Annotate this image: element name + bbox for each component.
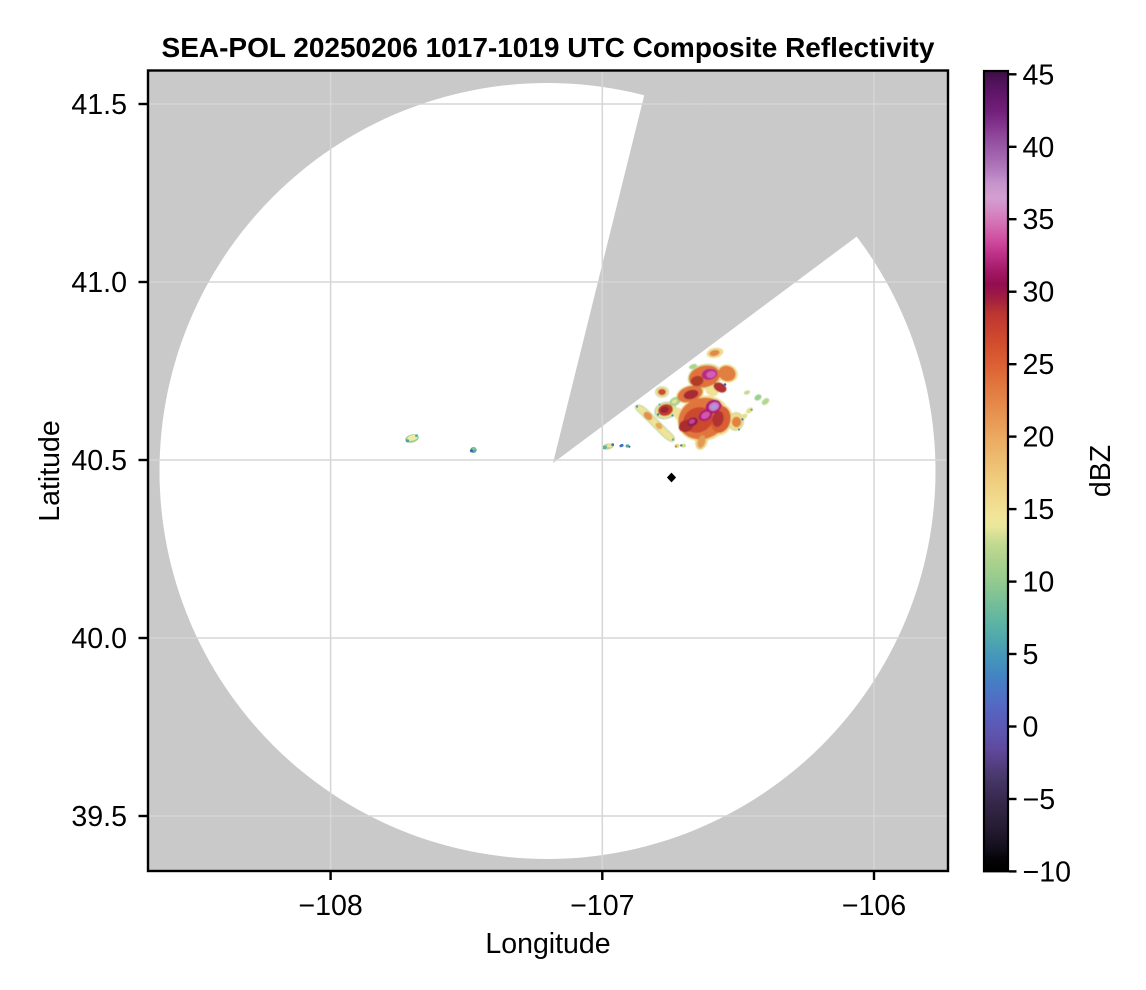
svg-text:45: 45 <box>1023 59 1055 91</box>
svg-text:35: 35 <box>1023 204 1055 236</box>
svg-text:dBZ: dBZ <box>1085 445 1117 497</box>
svg-text:10: 10 <box>1023 567 1055 599</box>
svg-text:−10: −10 <box>1023 856 1072 888</box>
svg-text:25: 25 <box>1023 349 1055 381</box>
svg-text:39.5: 39.5 <box>71 801 127 833</box>
svg-text:41.0: 41.0 <box>71 267 127 299</box>
svg-text:40.0: 40.0 <box>71 623 127 655</box>
svg-text:−108: −108 <box>298 890 362 922</box>
svg-text:20: 20 <box>1023 422 1055 454</box>
svg-text:40: 40 <box>1023 132 1055 164</box>
svg-text:−5: −5 <box>1023 784 1056 816</box>
svg-text:−106: −106 <box>842 890 906 922</box>
svg-text:30: 30 <box>1023 277 1055 309</box>
svg-text:40.5: 40.5 <box>71 445 127 477</box>
svg-text:15: 15 <box>1023 494 1055 526</box>
svg-text:Latitude: Latitude <box>34 420 66 521</box>
svg-text:Longitude: Longitude <box>485 928 610 960</box>
svg-text:0: 0 <box>1023 712 1039 744</box>
svg-text:SEA-POL 20250206 1017-1019 UTC: SEA-POL 20250206 1017-1019 UTC Composite… <box>162 32 935 63</box>
svg-text:−107: −107 <box>570 890 634 922</box>
svg-text:5: 5 <box>1023 639 1039 671</box>
svg-text:41.5: 41.5 <box>71 89 127 121</box>
